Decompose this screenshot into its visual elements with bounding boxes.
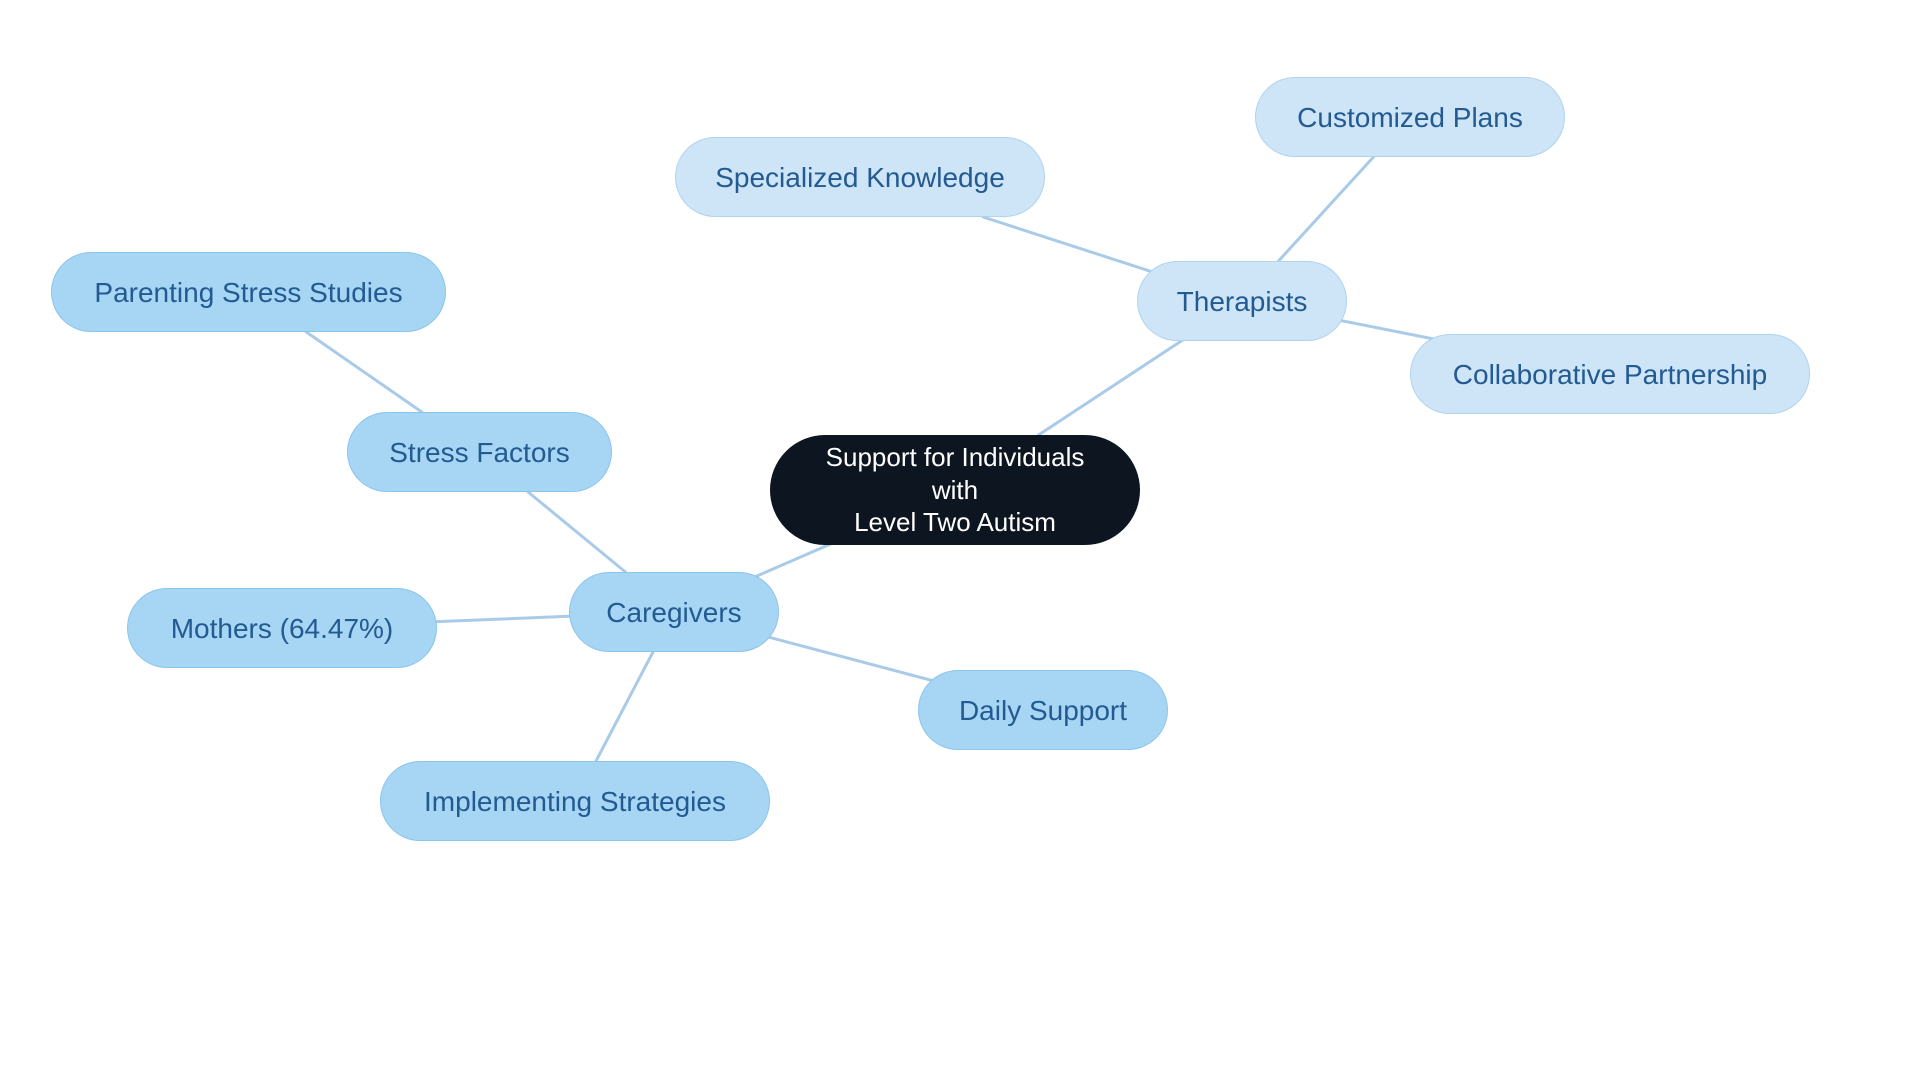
node-label: Implementing Strategies [424, 784, 726, 819]
node-therapists: Therapists [1137, 261, 1347, 341]
node-parenting: Parenting Stress Studies [51, 252, 446, 332]
node-label: Therapists [1177, 284, 1308, 319]
node-label: Specialized Knowledge [715, 160, 1005, 195]
edge [306, 332, 422, 412]
node-stress: Stress Factors [347, 412, 612, 492]
node-label: Stress Factors [389, 435, 569, 470]
edge [1279, 157, 1374, 261]
node-label: Collaborative Partnership [1453, 357, 1767, 392]
node-label: Customized Plans [1297, 100, 1523, 135]
diagram-canvas: Support for Individuals withLevel Two Au… [0, 0, 1920, 1083]
node-implementing: Implementing Strategies [380, 761, 770, 841]
edge [528, 492, 625, 572]
node-label: Caregivers [606, 595, 741, 630]
node-caregivers: Caregivers [569, 572, 779, 652]
node-label: Mothers (64.47%) [171, 611, 394, 646]
node-daily: Daily Support [918, 670, 1168, 750]
node-customized: Customized Plans [1255, 77, 1565, 157]
node-collab: Collaborative Partnership [1410, 334, 1810, 414]
node-mothers: Mothers (64.47%) [127, 588, 437, 668]
node-label: Parenting Stress Studies [94, 275, 402, 310]
node-root: Support for Individuals withLevel Two Au… [770, 435, 1140, 545]
node-specialized: Specialized Knowledge [675, 137, 1045, 217]
node-label: Support for Individuals withLevel Two Au… [799, 441, 1111, 539]
node-label: Daily Support [959, 693, 1127, 728]
edge [596, 652, 653, 761]
